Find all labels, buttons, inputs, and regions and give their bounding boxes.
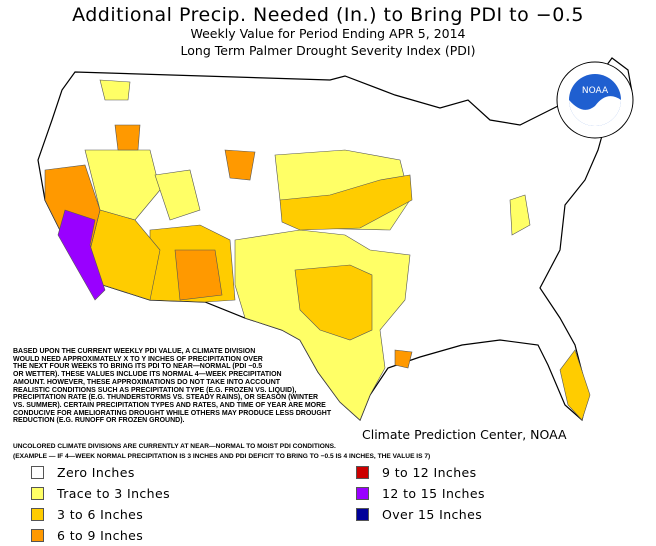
map-subtitle: Weekly Value for Period Ending APR 5, 20… bbox=[190, 26, 466, 41]
legend-swatch-zero bbox=[31, 466, 44, 479]
legend-swatch-over-15 bbox=[356, 508, 369, 521]
map-index-name: Long Term Palmer Drought Severity Index … bbox=[180, 43, 476, 58]
legend-swatch-trace-3 bbox=[31, 487, 44, 500]
region-trace-to-3 bbox=[84, 149, 161, 221]
legend-item: Over 15 Inches bbox=[356, 507, 482, 522]
region-trace-to-3 bbox=[99, 79, 131, 101]
legend-label: 6 to 9 Inches bbox=[57, 528, 144, 543]
noaa-logo: NOAA bbox=[556, 61, 634, 139]
legend-label: 12 to 15 Inches bbox=[382, 486, 485, 501]
legend-swatch-3-6 bbox=[31, 508, 44, 521]
legend-item: Trace to 3 Inches bbox=[31, 486, 170, 501]
region-3-to-6 bbox=[294, 264, 373, 341]
legend-label: Over 15 Inches bbox=[382, 507, 483, 522]
region-trace-to-3 bbox=[509, 194, 531, 236]
region-6-to-9 bbox=[224, 149, 256, 181]
region-6-to-9 bbox=[114, 124, 141, 151]
region-3-to-6 bbox=[559, 349, 591, 421]
legend-item: 9 to 12 Inches bbox=[356, 465, 477, 480]
credit-text: Climate Prediction Center, NOAA bbox=[362, 427, 567, 442]
region-trace-to-3 bbox=[154, 169, 201, 221]
legend-label: Trace to 3 Inches bbox=[57, 486, 170, 501]
uncolored-note: UNCOLORED CLIMATE DIVISIONS ARE CURRENTL… bbox=[13, 443, 336, 450]
legend-label: Zero Inches bbox=[57, 465, 135, 480]
legend-label: 3 to 6 Inches bbox=[57, 507, 144, 522]
region-6-to-9 bbox=[174, 249, 223, 301]
legend-swatch-12-15 bbox=[356, 487, 369, 500]
legend-item: 3 to 6 Inches bbox=[31, 507, 143, 522]
example-note: (EXAMPLE — IF 4—WEEK NORMAL PRECIPITATIO… bbox=[13, 453, 431, 460]
region-6-to-9 bbox=[394, 349, 413, 369]
noaa-logo-text: NOAA bbox=[582, 86, 609, 96]
legend-label: 9 to 12 Inches bbox=[382, 465, 477, 480]
legend-swatch-9-12 bbox=[356, 466, 369, 479]
region-3-to-6 bbox=[279, 174, 413, 231]
legend-item: Zero Inches bbox=[31, 465, 135, 480]
explanation-notes: BASED UPON THE CURRENT WEEKLY PDI VALUE,… bbox=[13, 348, 332, 425]
drought-regions bbox=[44, 79, 591, 421]
legend-item: 12 to 15 Inches bbox=[356, 486, 485, 501]
map-title: Additional Precip. Needed (In.) to Bring… bbox=[72, 4, 584, 26]
legend-item: 6 to 9 Inches bbox=[31, 528, 143, 543]
legend-swatch-6-9 bbox=[31, 529, 44, 542]
region-12-to-15 bbox=[57, 209, 106, 301]
